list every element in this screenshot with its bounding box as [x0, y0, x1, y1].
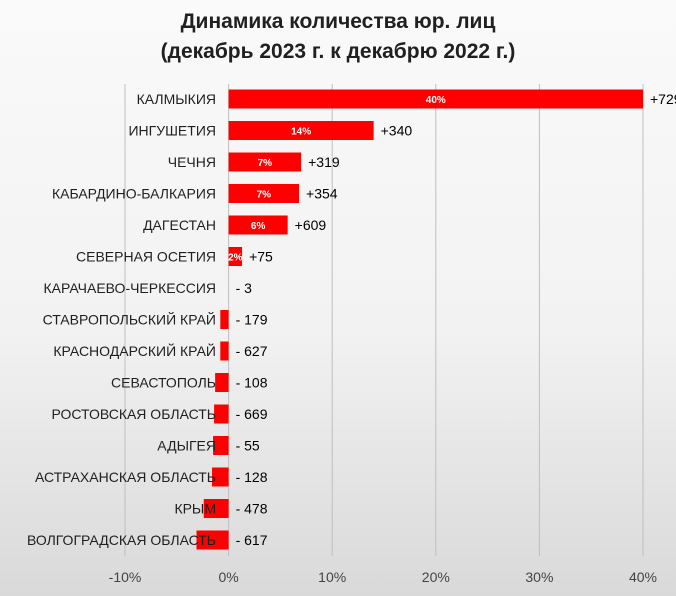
change-label-9: - 108: [236, 375, 268, 391]
x-tick-label-0: -10%: [109, 569, 142, 585]
x-tick-label-3: 20%: [422, 569, 450, 585]
category-label-10: РОСТОВСКАЯ ОБЛАСТЬ: [51, 406, 216, 422]
change-label-3: +354: [306, 186, 338, 202]
bar-4: [228, 215, 288, 235]
category-label-8: КРАСНОДАРСКИЙ КРАЙ: [53, 342, 216, 359]
change-label-12: - 128: [236, 469, 268, 485]
percent-label-5: 2%: [228, 253, 243, 264]
category-labels: КАЛМЫКИЯ ИНГУШЕТИЯ ЧЕЧНЯ КАБАРДИНО-БАЛКАРИЯ…: [27, 91, 216, 548]
percent-label-4: 6%: [251, 221, 266, 232]
category-label-7: СТАВРОПОЛЬСКИЙ КРАЙ: [43, 311, 216, 328]
x-tick-label-2: 10%: [318, 569, 346, 585]
category-label-1: ИНГУШЕТИЯ: [128, 123, 216, 139]
category-label-4: ДАГЕСТАН: [143, 217, 216, 233]
bar-9: [215, 373, 229, 392]
bar-5: [228, 247, 243, 266]
change-label-4: +609: [295, 217, 327, 233]
percent-labels: 40% 14% 7% 7% 6% 2%: [228, 95, 446, 264]
change-label-13: - 478: [236, 501, 268, 517]
category-label-9: СЕВАСТОПОЛЬ: [111, 375, 216, 391]
chart-title-line2: (декабрь 2023 г. к декабрю 2022 г.): [160, 40, 516, 63]
change-label-0: +729: [650, 91, 676, 107]
category-label-13: КРЫМ: [174, 501, 216, 517]
category-label-2: ЧЕЧНЯ: [168, 154, 216, 170]
category-label-0: КАЛМЫКИЯ: [137, 91, 216, 107]
change-label-5: +75: [249, 249, 273, 265]
bar-8: [220, 341, 229, 361]
bar-7: [220, 310, 229, 329]
x-tick-label-4: 30%: [525, 569, 553, 585]
category-label-12: АСТРАХАНСКАЯ ОБЛАСТЬ: [35, 469, 216, 485]
change-label-8: - 627: [236, 343, 268, 359]
change-label-2: +319: [308, 154, 340, 170]
bar-0: [228, 89, 643, 109]
category-label-6: КАРАЧАЕВО-ЧЕРКЕССИЯ: [44, 280, 216, 296]
category-label-11: АДЫГЕЯ: [157, 438, 216, 454]
bar-11: [213, 436, 229, 455]
bars: [196, 89, 643, 550]
percent-label-1: 14%: [291, 127, 311, 138]
bar-10: [214, 404, 229, 424]
change-label-14: - 617: [236, 532, 268, 548]
chart-title-line1: Динамика количества юр. лиц: [180, 10, 496, 33]
category-label-3: КАБАРДИНО-БАЛКАРИЯ: [52, 186, 216, 202]
category-label-14: ВОЛГОГРАДСКАЯ ОБЛАСТЬ: [27, 532, 216, 548]
category-label-5: СЕВЕРНАЯ ОСЕТИЯ: [76, 249, 216, 265]
x-axis-tick-labels: -10% 0% 10% 20% 30% 40%: [109, 569, 657, 585]
bar-1: [228, 121, 374, 140]
change-label-1: +340: [381, 123, 413, 139]
bar-12: [212, 467, 229, 487]
change-labels: +729 +340 +319 +354 +609 +75 - 3 - 179 - 627 - 10…: [236, 91, 676, 548]
bar-13: [203, 499, 229, 518]
change-label-6: - 3: [236, 280, 253, 296]
change-label-11: - 55: [236, 438, 260, 454]
percent-label-3: 7%: [257, 190, 272, 201]
percent-label-2: 7%: [258, 158, 273, 169]
bar-14: [196, 530, 229, 550]
change-label-10: - 669: [236, 406, 268, 422]
percent-label-0: 40%: [426, 95, 446, 106]
x-tick-label-1: 0%: [218, 569, 238, 585]
x-tick-label-5: 40%: [629, 569, 657, 585]
bar-2: [228, 152, 302, 172]
change-label-7: - 179: [236, 312, 268, 328]
bar-3: [228, 184, 300, 203]
